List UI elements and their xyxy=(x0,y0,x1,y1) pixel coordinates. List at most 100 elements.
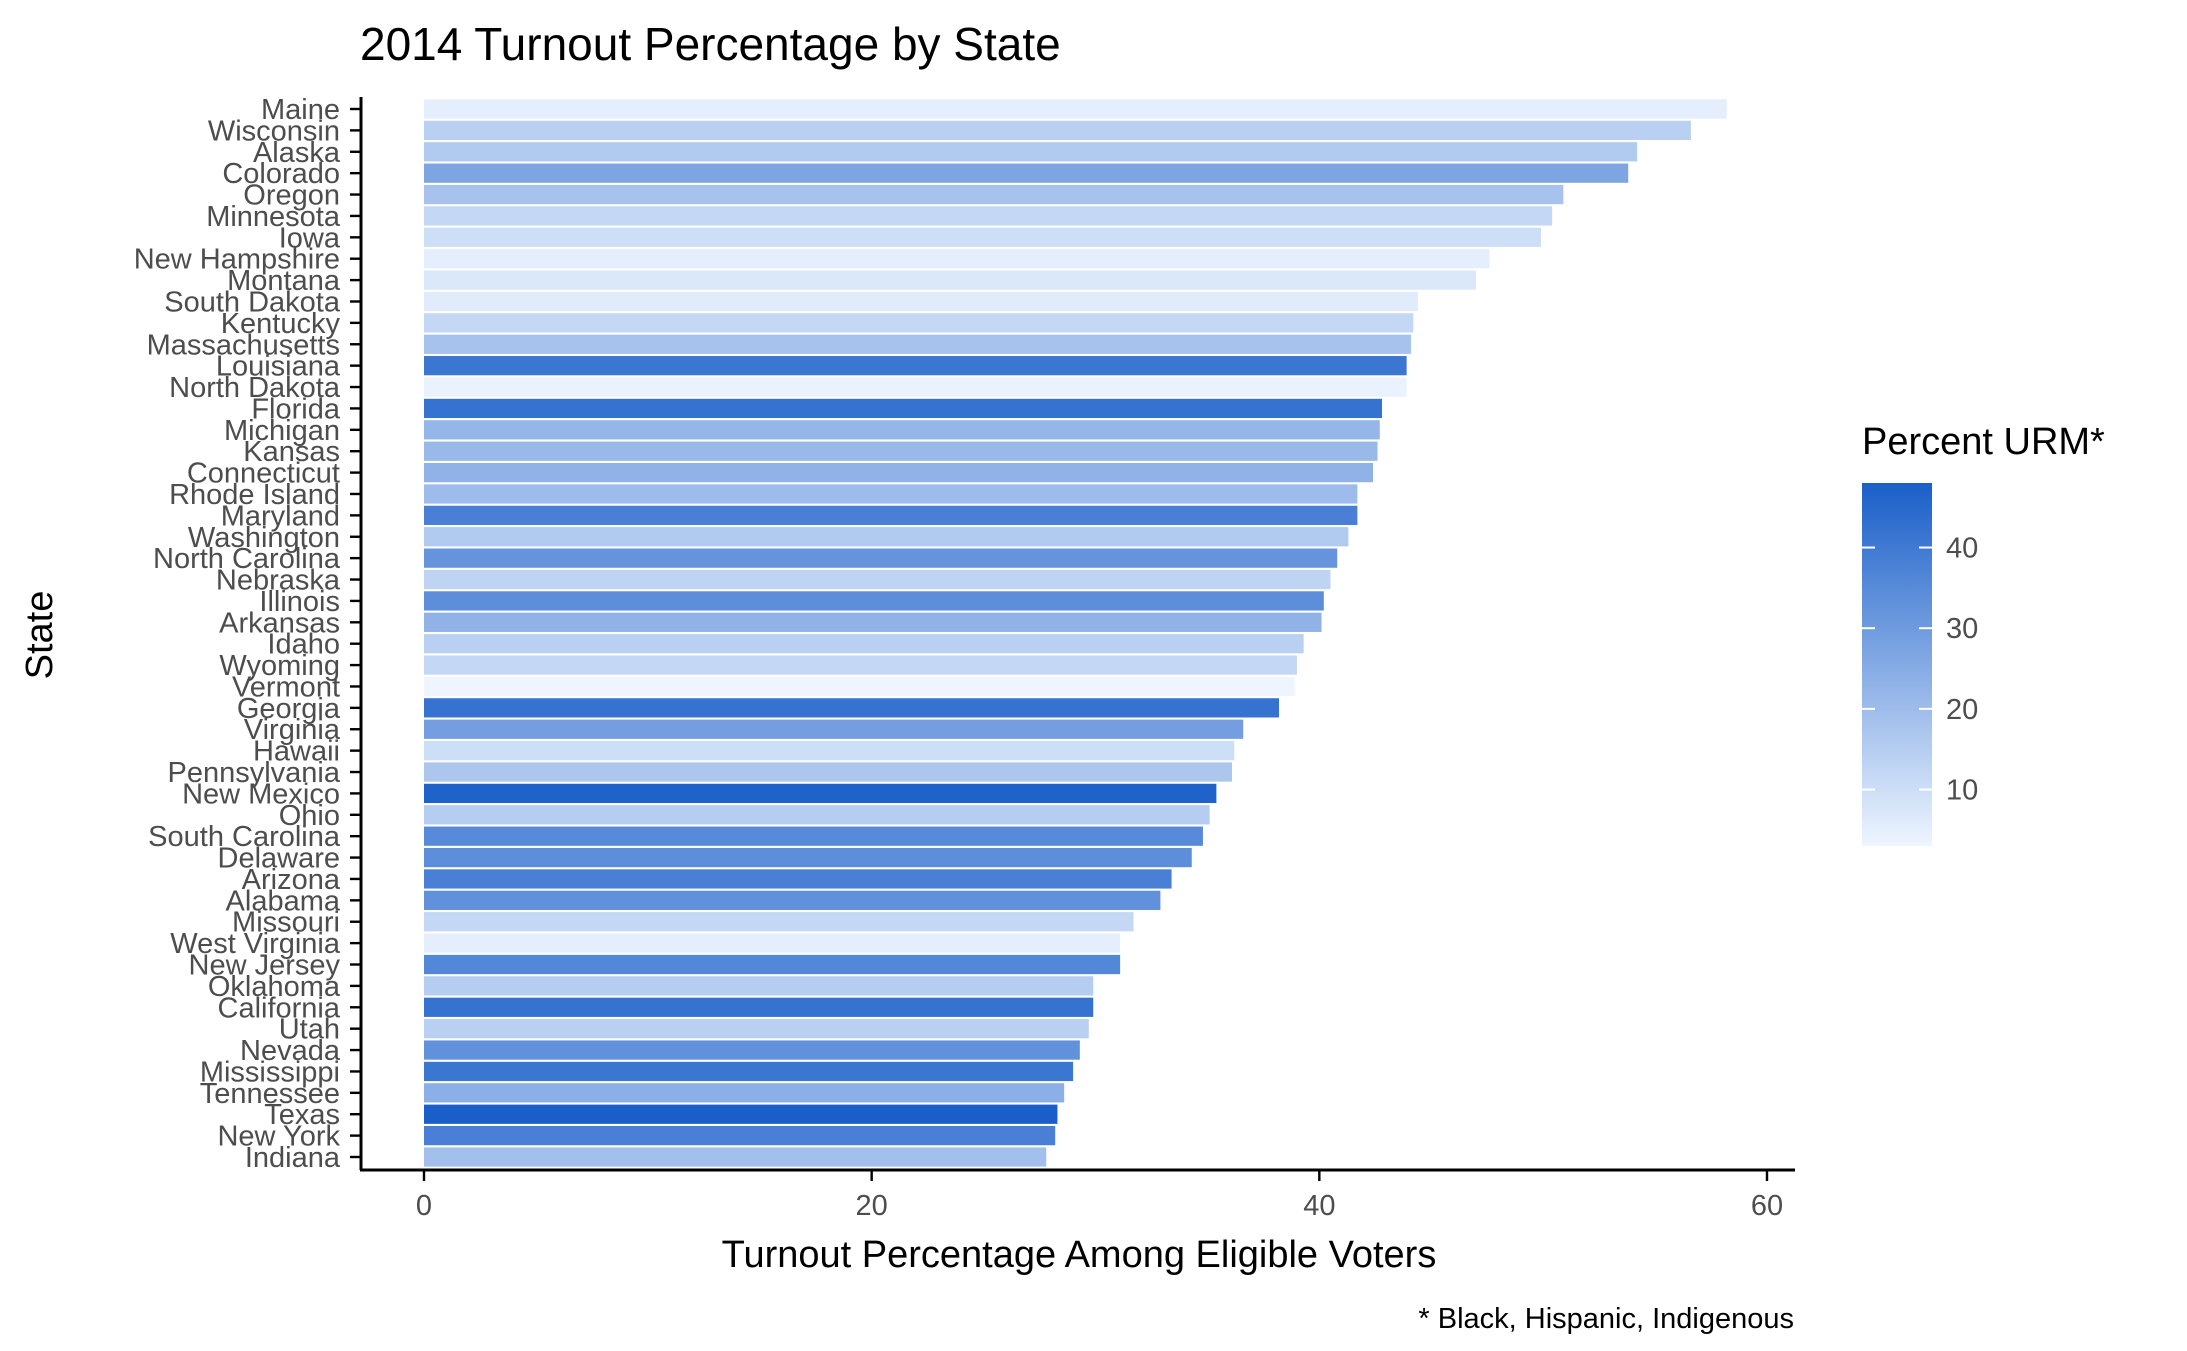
y-tick-label: Pennsylvania xyxy=(168,757,341,789)
y-tick-label: Idaho xyxy=(267,629,340,661)
y-tick-label: North Dakota xyxy=(169,372,341,404)
y-tick-label: Michigan xyxy=(224,415,340,447)
y-tick-label: Massachusetts xyxy=(147,329,340,361)
bar-virginia xyxy=(424,719,1244,739)
bar-arkansas xyxy=(424,612,1322,632)
bar-washington xyxy=(424,527,1349,547)
bar-new-mexico xyxy=(424,783,1217,804)
bar-vermont xyxy=(424,676,1295,697)
y-tick-label: Minnesota xyxy=(206,201,341,233)
y-tick-label: Connecticut xyxy=(187,458,340,490)
y-tick-label: Oklahoma xyxy=(208,971,341,1003)
y-tick-label: Illinois xyxy=(259,586,340,618)
bar-alabama xyxy=(424,890,1161,910)
y-tick-label: Wyoming xyxy=(219,650,340,682)
y-tick-label: West Virginia xyxy=(170,928,341,960)
bar-new-jersey xyxy=(424,954,1121,975)
y-tick-label: Nebraska xyxy=(216,565,341,597)
y-tick-label: Utah xyxy=(279,1014,340,1046)
y-tick-label: Vermont xyxy=(232,671,340,703)
x-tick-label: 20 xyxy=(856,1190,888,1222)
y-tick-label: New Jersey xyxy=(189,950,341,982)
bar-north-dakota xyxy=(424,377,1407,397)
y-tick-label: Delaware xyxy=(218,843,341,875)
bar-south-carolina xyxy=(424,826,1203,846)
bar-tennessee xyxy=(424,1083,1065,1103)
bar-montana xyxy=(424,270,1477,290)
bar-missouri xyxy=(424,912,1134,932)
legend: Percent URM* 10 20 30 40 xyxy=(1862,421,2105,846)
bar-maryland xyxy=(424,505,1358,525)
bar-new-york xyxy=(424,1125,1056,1146)
bar-nebraska xyxy=(424,569,1331,590)
bar-alaska xyxy=(424,142,1638,162)
bar-colorado xyxy=(424,163,1629,183)
y-tick-label: Texas xyxy=(264,1099,340,1131)
y-tick-label: Washington xyxy=(188,522,340,554)
bar-massachusetts xyxy=(424,334,1412,354)
x-axis-title: Turnout Percentage Among Eligible Voters xyxy=(722,1234,1437,1276)
bar-nevada xyxy=(424,1040,1080,1060)
chart-title: 2014 Turnout Percentage by State xyxy=(360,18,1061,70)
x-tick-label: 60 xyxy=(1751,1190,1783,1222)
y-tick-label: South Carolina xyxy=(148,821,341,853)
bar-oklahoma xyxy=(424,976,1094,996)
y-tick-label: Florida xyxy=(251,393,341,425)
y-tick-label: New York xyxy=(217,1121,340,1153)
y-tick-label: Alabama xyxy=(226,885,341,917)
bars-group xyxy=(424,99,1727,1167)
y-tick-label: New Hampshire xyxy=(134,244,340,276)
y-tick-label: Tennessee xyxy=(200,1078,340,1110)
y-tick-label: California xyxy=(218,992,341,1024)
legend-tick-label: 20 xyxy=(1946,694,1978,726)
bar-california xyxy=(424,997,1094,1017)
bar-ohio xyxy=(424,805,1210,825)
x-axis-ticks: 0 20 40 60 xyxy=(416,1170,1783,1222)
y-tick-label: North Carolina xyxy=(153,543,341,575)
bar-michigan xyxy=(424,420,1380,440)
legend-colorbar xyxy=(1862,483,1932,846)
bar-oregon xyxy=(424,184,1564,205)
bar-florida xyxy=(424,398,1383,419)
y-tick-label: Alaska xyxy=(253,137,341,169)
legend-tick-label: 30 xyxy=(1946,613,1978,645)
y-tick-label: South Dakota xyxy=(164,286,341,318)
y-tick-label: Maine xyxy=(261,94,340,126)
bar-pennsylvania xyxy=(424,762,1233,782)
y-tick-label: Nevada xyxy=(240,1035,341,1067)
y-tick-label: Mississippi xyxy=(200,1056,340,1088)
legend-tick-label: 10 xyxy=(1946,775,1978,807)
y-tick-label: Louisiana xyxy=(216,351,341,383)
bar-arizona xyxy=(424,869,1172,889)
bar-indiana xyxy=(424,1147,1047,1167)
bar-georgia xyxy=(424,698,1280,718)
bar-delaware xyxy=(424,847,1192,868)
legend-tick-label: 40 xyxy=(1946,533,1978,565)
y-tick-label: Arkansas xyxy=(219,607,340,639)
y-tick-label: Oregon xyxy=(243,180,340,212)
bar-utah xyxy=(424,1019,1089,1039)
caption: * Black, Hispanic, Indigenous xyxy=(1418,1303,1794,1335)
bar-hawaii xyxy=(424,741,1235,761)
y-tick-label: Kentucky xyxy=(221,308,341,340)
y-tick-label: Ohio xyxy=(279,800,340,832)
bar-south-dakota xyxy=(424,291,1418,312)
bar-wyoming xyxy=(424,655,1297,675)
y-axis-title: State xyxy=(19,591,61,680)
y-tick-label: New Mexico xyxy=(182,778,340,810)
bar-north-carolina xyxy=(424,548,1338,568)
bar-connecticut xyxy=(424,462,1374,483)
x-tick-label: 40 xyxy=(1303,1190,1335,1222)
bar-idaho xyxy=(424,634,1304,654)
x-tick-label: 0 xyxy=(416,1190,432,1222)
bar-kentucky xyxy=(424,313,1414,333)
bar-wisconsin xyxy=(424,120,1691,141)
y-tick-label: Iowa xyxy=(279,222,341,254)
y-tick-label: Indiana xyxy=(245,1142,341,1174)
bar-texas xyxy=(424,1104,1058,1124)
bar-new-hampshire xyxy=(424,249,1490,269)
bar-maine xyxy=(424,99,1727,119)
y-tick-label: Kansas xyxy=(243,436,340,468)
bar-louisiana xyxy=(424,356,1407,376)
